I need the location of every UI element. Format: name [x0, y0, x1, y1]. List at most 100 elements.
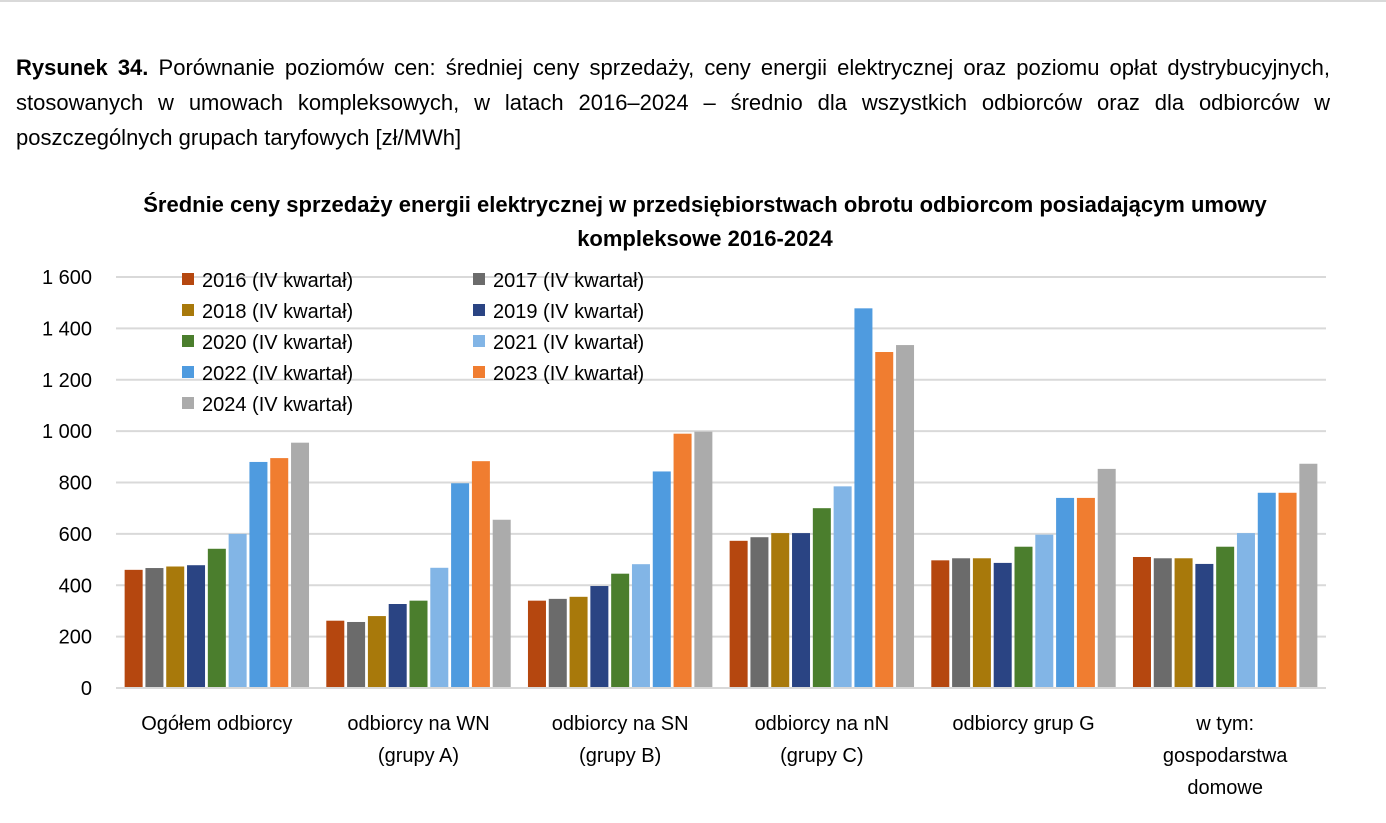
legend-label: 2023 (IV kwartał)	[493, 363, 644, 385]
bar	[611, 573, 630, 688]
x-category-label: odbiorcy na SN	[552, 713, 689, 735]
bar	[430, 567, 449, 688]
bar	[993, 562, 1012, 688]
bar	[694, 431, 713, 688]
bar	[1195, 563, 1214, 688]
bar	[875, 352, 894, 688]
bar	[492, 519, 511, 688]
x-category-label: odbiorcy na nN	[755, 713, 890, 735]
bar	[451, 483, 470, 688]
legend-swatch	[473, 273, 485, 285]
bar	[527, 600, 546, 688]
bar	[1174, 558, 1193, 688]
bar	[367, 616, 386, 688]
bar	[1216, 546, 1235, 688]
x-category-label: (grupy C)	[780, 745, 863, 767]
bar	[1076, 497, 1095, 688]
bar	[291, 442, 310, 688]
x-category-label: w tym:	[1195, 713, 1254, 735]
legend-swatch	[473, 335, 485, 347]
bar	[270, 458, 289, 688]
bar	[347, 621, 366, 688]
bar	[1014, 546, 1033, 688]
legend-swatch	[182, 366, 194, 378]
bar	[548, 598, 567, 688]
y-tick-label: 1 600	[42, 267, 92, 289]
chart-title: Średnie ceny sprzedaży energii elektrycz…	[143, 192, 1267, 251]
bar	[896, 345, 915, 688]
caption-label: Rysunek 34.	[16, 55, 149, 80]
legend-swatch	[182, 273, 194, 285]
y-tick-label: 1 000	[42, 421, 92, 443]
bar	[972, 558, 991, 688]
legend-label: 2020 (IV kwartał)	[202, 332, 353, 354]
gridlines	[116, 276, 1326, 689]
x-category-label: odbiorcy grup G	[952, 713, 1094, 735]
legend-swatch	[182, 304, 194, 316]
bar	[590, 586, 609, 688]
y-tick-label: 800	[59, 473, 92, 495]
bar	[729, 540, 748, 688]
bar	[652, 471, 671, 688]
bar	[187, 565, 206, 688]
x-category-label: (grupy A)	[378, 745, 459, 767]
x-category-label: Ogółem odbiorcy	[141, 713, 292, 735]
bar	[1153, 558, 1172, 688]
bar	[673, 433, 692, 688]
bar	[792, 533, 811, 688]
bar	[145, 568, 164, 688]
bars	[124, 308, 1318, 688]
caption-text: Porównanie poziomów cen: średniej ceny s…	[16, 55, 1330, 150]
bar	[812, 508, 831, 688]
bar	[1278, 492, 1297, 688]
bar	[207, 548, 226, 688]
figure-caption: Rysunek 34. Porównanie poziomów cen: śre…	[16, 50, 1330, 155]
legend-label: 2022 (IV kwartał)	[202, 363, 353, 385]
bar	[1236, 533, 1255, 688]
legend-label: 2016 (IV kwartał)	[202, 270, 353, 292]
x-category-label: odbiorcy na WN	[347, 713, 489, 735]
bar	[1097, 468, 1116, 688]
y-tick-label: 0	[81, 678, 92, 700]
y-axis: 0 200 400 600 800 1 000 1 200 1 400 1 600	[42, 267, 92, 700]
bar	[409, 600, 428, 688]
bar	[750, 537, 769, 688]
legend-swatch	[182, 397, 194, 409]
bar	[1056, 497, 1075, 688]
bar	[833, 486, 852, 688]
bar	[931, 560, 950, 688]
bar	[388, 604, 407, 688]
legend-swatch	[182, 335, 194, 347]
bar	[771, 533, 790, 688]
y-tick-label: 400	[59, 575, 92, 597]
bar	[471, 461, 490, 688]
bar	[228, 533, 247, 688]
bar	[1132, 556, 1151, 688]
bar	[326, 620, 345, 688]
legend-label: 2019 (IV kwartał)	[493, 301, 644, 323]
bar	[631, 564, 650, 688]
legend-label: 2017 (IV kwartał)	[493, 270, 644, 292]
legend: 2016 (IV kwartał) 2017 (IV kwartał) 2018 (…	[182, 270, 644, 416]
legend-label: 2021 (IV kwartał)	[493, 332, 644, 354]
legend-label: 2018 (IV kwartał)	[202, 301, 353, 323]
legend-swatch	[473, 304, 485, 316]
bar	[1257, 492, 1276, 688]
bar	[569, 596, 588, 688]
x-axis: Ogółem odbiorcy odbiorcy na WN (grupy A) od…	[116, 687, 1326, 799]
bar	[124, 569, 143, 688]
y-tick-label: 200	[59, 627, 92, 649]
top-divider	[0, 0, 1386, 2]
y-tick-label: 600	[59, 524, 92, 546]
bar	[1299, 463, 1318, 688]
x-category-label: domowe	[1187, 777, 1263, 799]
bar	[854, 308, 873, 688]
x-category-label: (grupy B)	[579, 745, 661, 767]
legend-swatch	[473, 366, 485, 378]
y-tick-label: 1 400	[42, 318, 92, 340]
bar	[249, 461, 268, 688]
legend-label: 2024 (IV kwartał)	[202, 394, 353, 416]
bar	[952, 558, 971, 688]
bar	[1035, 534, 1054, 688]
